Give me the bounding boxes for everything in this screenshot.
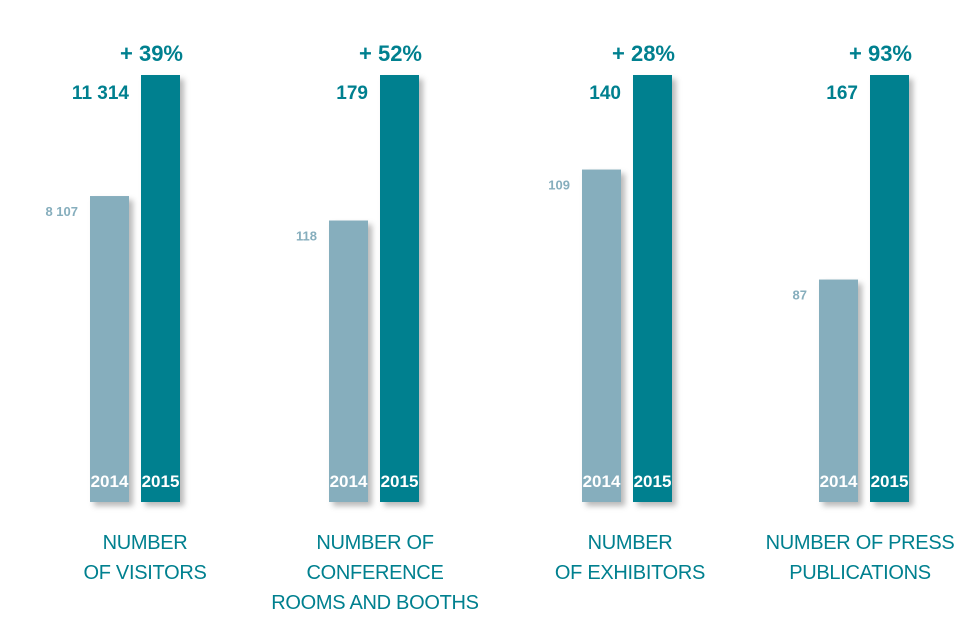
chart-0-value-label-2014: 8 107 [45,204,78,219]
chart-3-growth-label: + 93% [849,41,912,66]
chart-2-growth-label: + 28% [612,41,675,66]
chart-3-bar-2015 [870,75,909,502]
chart-2-caption: NUMBER OF EXHIBITORS [554,532,706,584]
chart-0-value-label-2015: 11 314 [72,83,129,104]
chart-3-caption: NUMBER OF PRESS PUBLICATIONS [765,532,955,584]
chart-0-category-2014: 2014 [91,472,129,491]
chart-1: 2014 2015 118 179 + 52% [296,41,422,502]
chart-3-value-label-2014: 87 [793,288,807,303]
chart-2-value-label-2014: 109 [548,178,570,193]
chart-2: 2014 2015 109 140 + 28% [548,41,675,503]
chart-1-category-2014: 2014 [330,472,368,491]
chart-2-bar-2014 [582,169,621,503]
chart-3-bar-2014 [819,279,858,502]
chart-0-bar-2015 [141,75,180,502]
chart-2-category-2015: 2015 [634,472,672,491]
chart-0-caption: NUMBER OF VISITORS [83,532,207,584]
chart-1-value-label-2014: 118 [296,229,317,244]
chart-0-category-2015: 2015 [142,472,180,491]
chart-1-caption: NUMBER OF CONFERENCE ROOMS AND BOOTHS [271,532,479,614]
chart-3-category-2015: 2015 [871,472,909,491]
chart-3-value-label-2015: 167 [826,83,858,104]
chart-1-category-2015: 2015 [381,472,419,491]
chart-2-category-2014: 2014 [583,472,621,491]
chart-2-bar-2015 [633,75,672,502]
chart-1-value-label-2015: 179 [336,83,368,104]
chart-2-value-label-2015: 140 [589,83,621,104]
chart-3: 2014 2015 87 167 + 93% [793,41,912,502]
chart-0-growth-label: + 39% [120,41,183,66]
chart-3-category-2014: 2014 [820,472,858,491]
chart-1-bar-2015 [380,75,419,502]
chart-1-bar-2014 [329,220,368,502]
chart-0: 2014 2015 8 107 11 314 + 39% [45,41,183,502]
chart-0-bar-2014 [90,196,129,502]
chart-1-growth-label: + 52% [359,41,422,66]
